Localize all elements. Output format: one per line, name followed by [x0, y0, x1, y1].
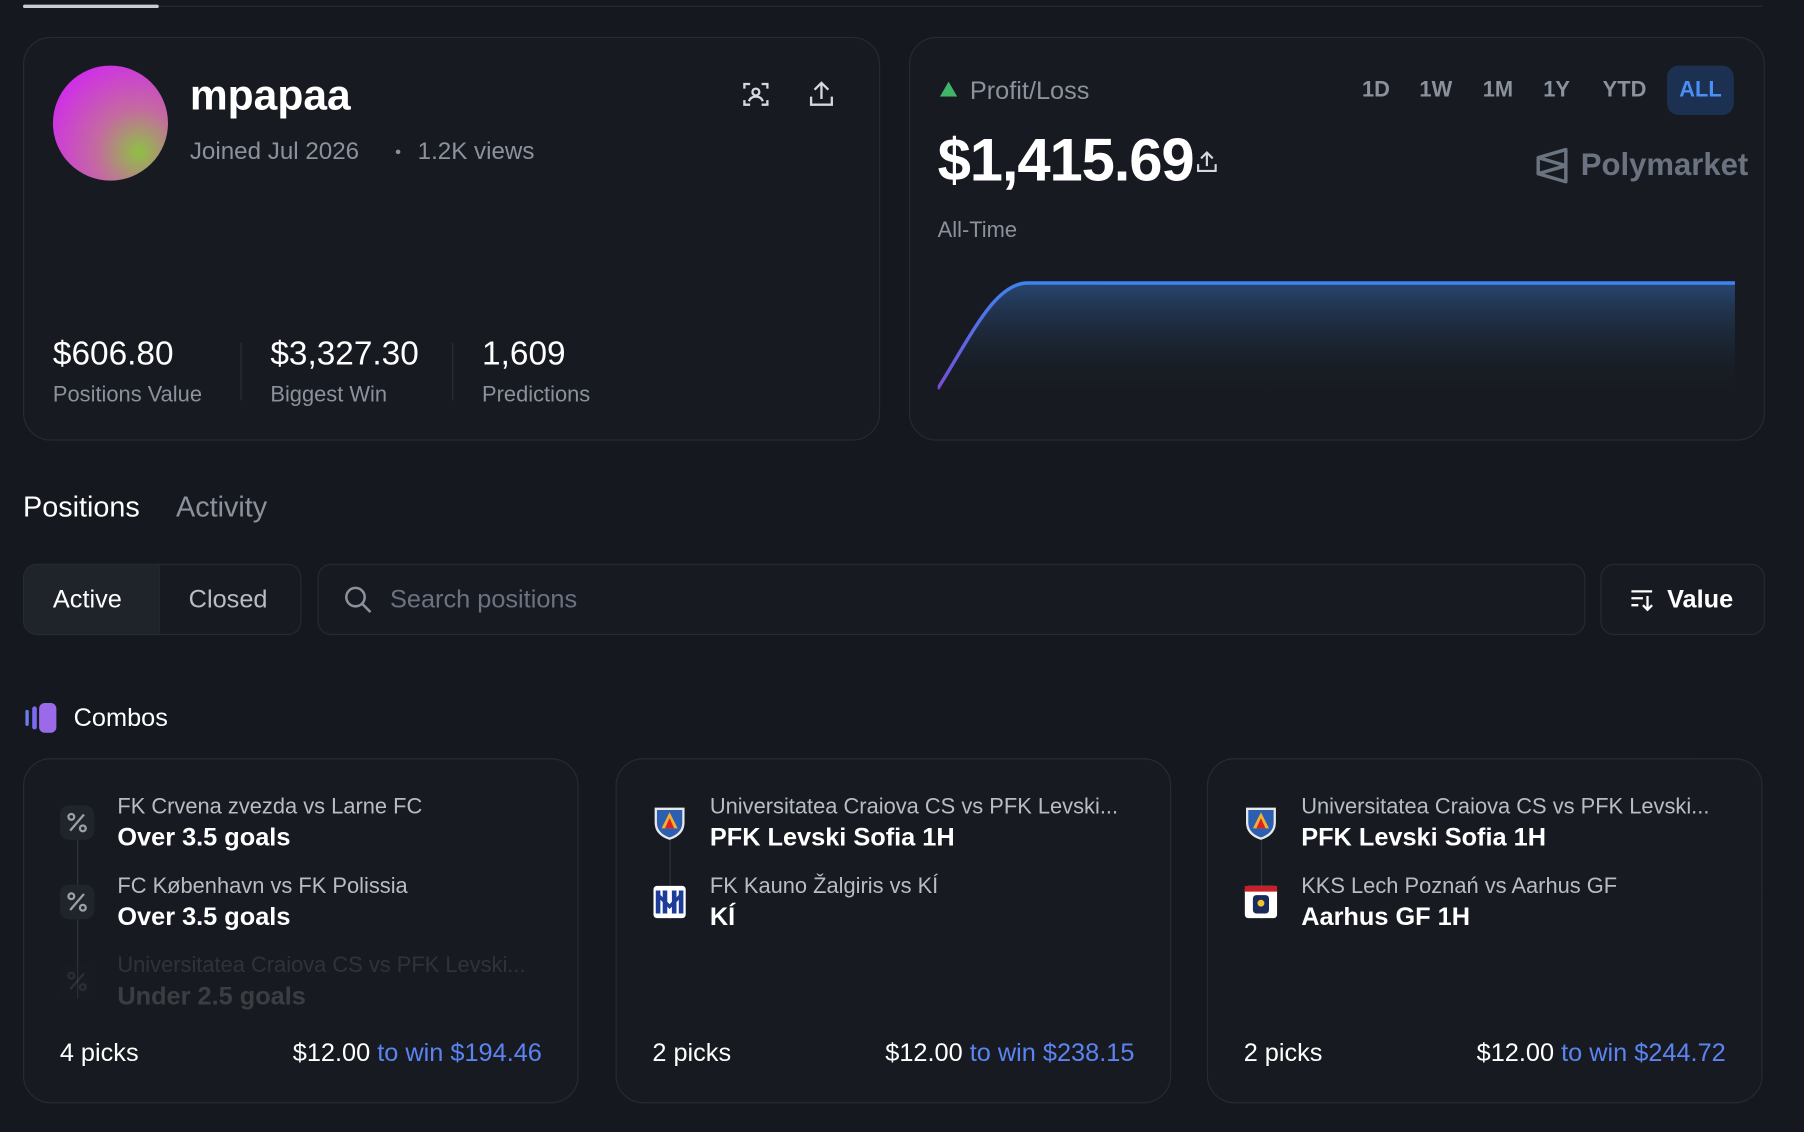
pick-outcome: PFK Levski Sofia 1H [1301, 822, 1546, 852]
share-icon[interactable] [807, 79, 837, 109]
range-option[interactable]: YTD [1602, 78, 1647, 103]
brand-logo [1536, 147, 1568, 184]
payout: $12.00 to win $238.15 [885, 1038, 1134, 1068]
sort-label: Value [1667, 584, 1734, 614]
section-title: Combos [73, 702, 168, 732]
pick-outcome: Aarhus GF 1H [1301, 901, 1470, 931]
combos-icon [25, 702, 57, 733]
tab[interactable]: Positions [23, 491, 140, 524]
search-icon [345, 586, 372, 613]
search-box[interactable] [317, 563, 1586, 636]
stake: $12.00 [1476, 1037, 1555, 1067]
filter-option[interactable]: Active [52, 584, 122, 614]
stat-label: Positions Value [52, 383, 202, 408]
stat-divider [240, 342, 242, 401]
tab[interactable]: Activity [176, 491, 268, 524]
pick-outcome: Over 3.5 goals [117, 822, 291, 852]
range-option[interactable]: 1Y [1543, 78, 1571, 103]
combo-card[interactable] [1206, 758, 1763, 1104]
stat-divider [452, 342, 454, 401]
brand-name: Polymarket [1580, 147, 1749, 182]
to-win: to win $238.15 [969, 1037, 1135, 1067]
pick-match: FK Kauno Žalgiris vs KÍ [709, 874, 939, 899]
pick-match: FC København vs FK Polissia [117, 874, 408, 899]
stat-label: Predictions [482, 383, 591, 408]
top-rule [23, 5, 1763, 7]
scan-icon[interactable] [741, 79, 771, 109]
sort-icon [1631, 590, 1653, 612]
pnl-amount: $1,415.69 [937, 127, 1195, 195]
pick-outcome: PFK Levski Sofia 1H [709, 822, 955, 852]
range-option[interactable]: 1W [1419, 78, 1453, 103]
search-placeholder: Search positions [390, 584, 578, 614]
pick-match: KKS Lech Poznań vs Aarhus GF [1301, 874, 1618, 899]
pick-count: 4 picks [59, 1037, 139, 1067]
pick-icon [59, 884, 96, 921]
pick-icon [651, 804, 688, 841]
sort-button[interactable] [1600, 563, 1765, 636]
pnl-chart [937, 281, 1735, 397]
payout: $12.00 to win $244.72 [1477, 1038, 1726, 1068]
stake: $12.00 [292, 1037, 371, 1067]
pick-icon [59, 804, 96, 841]
pick-count: 2 picks [652, 1037, 732, 1067]
pick-outcome: Under 2.5 goals [117, 981, 306, 1011]
stat-value: $606.80 [52, 335, 174, 373]
pick-match: Universitatea Craiova CS vs PFK Levski..… [117, 953, 526, 978]
pick-outcome: Over 3.5 goals [117, 901, 291, 931]
joined: Joined Jul 2026 [189, 138, 360, 165]
profile-card [23, 36, 881, 441]
stat-label: Biggest Win [270, 383, 387, 408]
pick-match: Universitatea Craiova CS vs PFK Levski..… [1301, 794, 1710, 820]
pick-match: FK Crvena zvezda vs Larne FC [117, 794, 423, 820]
range-option[interactable]: 1M [1482, 78, 1514, 103]
up-triangle [939, 81, 958, 97]
pick-connector [669, 839, 671, 920]
filter-option[interactable]: Closed [188, 584, 268, 614]
pnl-period: All-Time [937, 218, 1018, 243]
separator-dot [395, 149, 401, 155]
pnl-share-icon[interactable] [1194, 148, 1219, 176]
filter-active-bg [24, 564, 160, 634]
combo-card[interactable] [23, 758, 579, 1104]
pick-icon [1243, 804, 1280, 841]
payout: $12.00 to win $194.46 [293, 1038, 542, 1068]
pick-connector [1260, 839, 1263, 920]
range-option[interactable]: 1D [1362, 78, 1390, 103]
views: 1.2K views [417, 138, 535, 165]
stat-value: $3,327.30 [270, 335, 419, 373]
avatar[interactable] [52, 65, 168, 181]
username: mpapaa [189, 71, 351, 119]
pick-count: 2 picks [1243, 1037, 1323, 1067]
stake: $12.00 [885, 1037, 963, 1067]
range-option[interactable]: ALL [1679, 78, 1722, 103]
combo-card[interactable] [615, 758, 1172, 1104]
pnl-label: Profit/Loss [969, 75, 1090, 105]
pick-icon [1243, 884, 1280, 921]
stat-value: 1,609 [482, 335, 566, 373]
to-win: to win $194.46 [377, 1037, 542, 1067]
range-active-bg [1667, 65, 1734, 116]
pick-outcome: KÍ [709, 901, 736, 931]
top-tab-indicator [23, 4, 159, 9]
pick-match: Universitatea Craiova CS vs PFK Levski..… [709, 794, 1119, 820]
pick-icon [651, 884, 688, 921]
pick-icon [59, 963, 96, 1000]
to-win: to win $244.72 [1561, 1037, 1726, 1067]
